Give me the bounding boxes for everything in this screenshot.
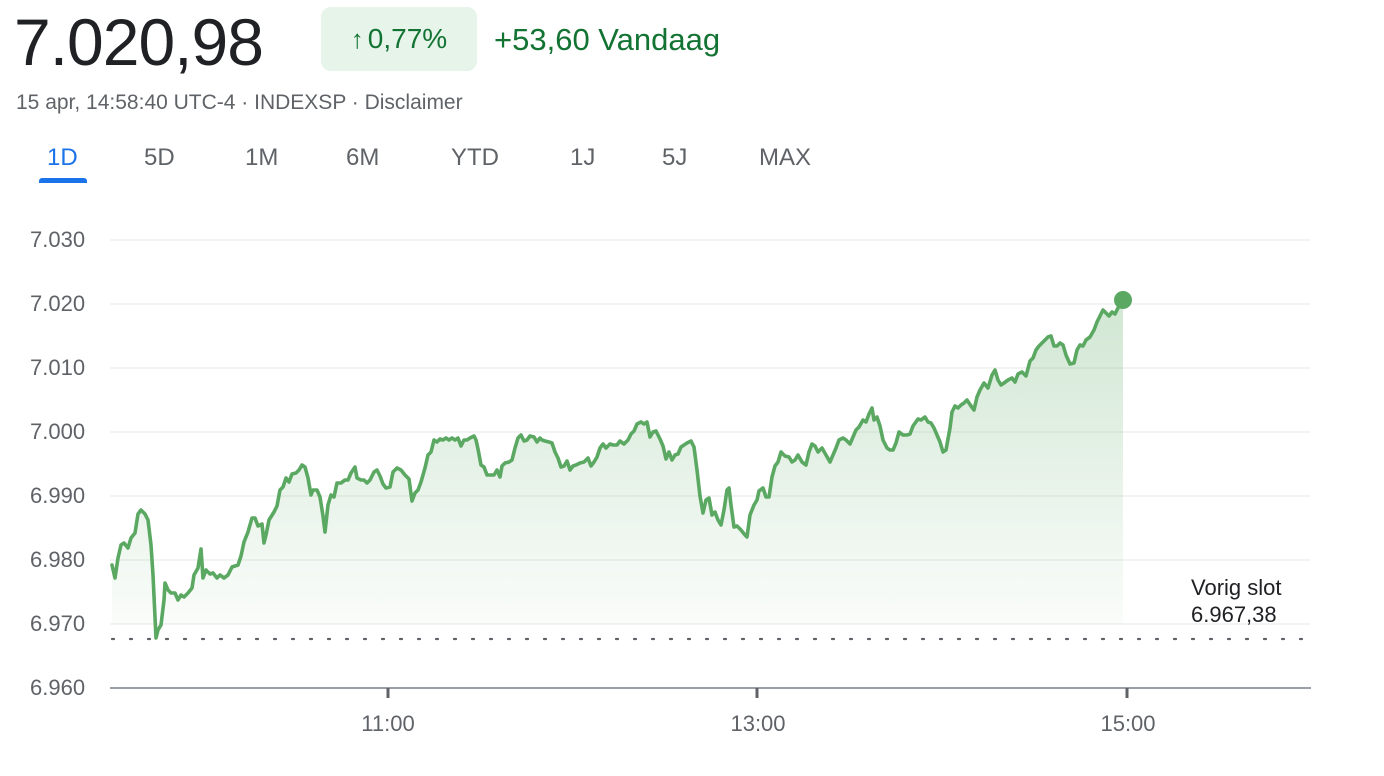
y-tick-label: 6.970 — [30, 611, 86, 636]
y-tick-label: 6.960 — [30, 675, 86, 700]
tab-1j[interactable]: 1J — [570, 144, 596, 171]
tab-5d[interactable]: 5D — [144, 144, 175, 171]
y-tick-label: 6.980 — [30, 547, 86, 572]
x-tick-label: 13:00 — [730, 711, 786, 736]
change-percent-badge: ↑ 0,77% — [321, 7, 477, 71]
previous-close-label: Vorig slot — [1191, 575, 1282, 600]
arrow-up-icon: ↑ — [350, 23, 364, 54]
previous-close-annotation: Vorig slot 6.967,38 — [1191, 574, 1282, 628]
current-price: 7.020,98 — [14, 5, 264, 79]
tab-max[interactable]: MAX — [759, 144, 812, 171]
y-tick-label: 7.000 — [30, 419, 86, 444]
y-tick-label: 7.020 — [30, 291, 86, 316]
change-percent: 0,77% — [367, 23, 448, 54]
price-area — [112, 300, 1123, 638]
y-tick-label: 7.030 — [30, 227, 86, 252]
x-tick-label: 15:00 — [1100, 711, 1156, 736]
y-tick-label: 7.010 — [30, 355, 86, 380]
change-absolute: +53,60 Vandaag — [494, 22, 721, 57]
tab-ytd[interactable]: YTD — [451, 144, 499, 171]
tab-1d[interactable]: 1D — [47, 144, 78, 171]
quote-meta: 15 apr, 14:58:40 UTC-4 · INDEXSP · Discl… — [16, 91, 463, 114]
previous-close-value: 6.967,38 — [1191, 602, 1277, 627]
price-line — [110, 298, 1125, 640]
tab-1m[interactable]: 1M — [245, 144, 279, 171]
range-tabs: 1D 5D 1M 6M YTD 1J 5J MAX — [0, 140, 900, 186]
tab-5j[interactable]: 5J — [662, 144, 688, 171]
x-tick-label: 11:00 — [361, 711, 415, 736]
last-price-marker — [1114, 291, 1132, 309]
y-tick-label: 6.990 — [30, 483, 86, 508]
active-tab-indicator — [39, 178, 87, 183]
tab-6m[interactable]: 6M — [346, 144, 380, 171]
